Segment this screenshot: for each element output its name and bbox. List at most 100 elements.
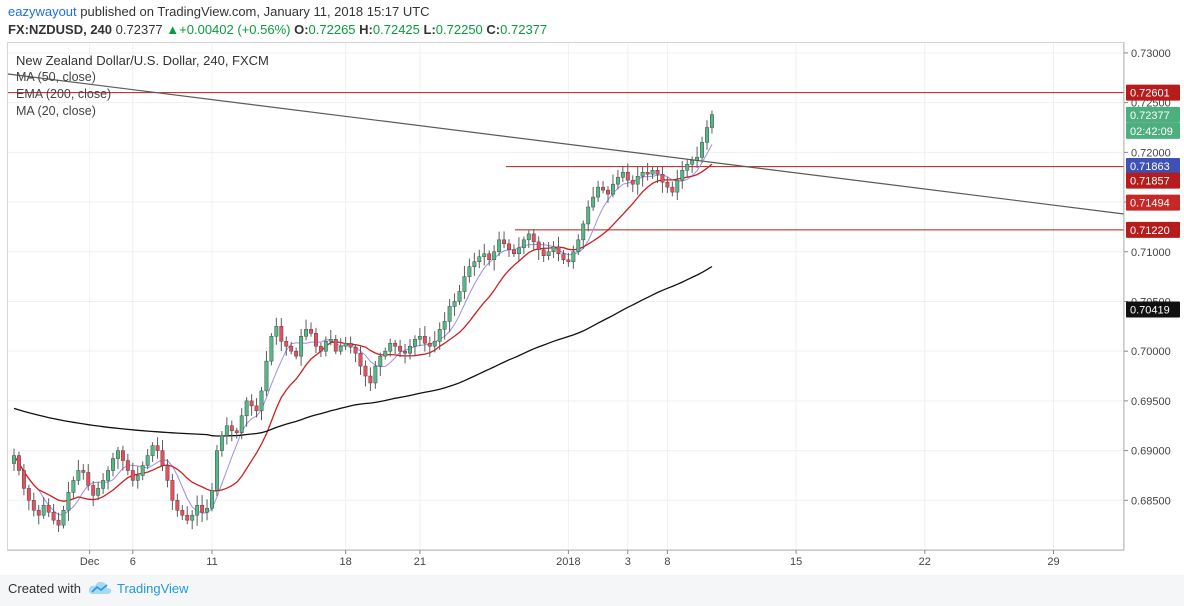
symbol-label: FX:NZDUSD, 240 — [8, 22, 113, 37]
candle-body — [130, 470, 135, 481]
candle-body — [477, 256, 482, 262]
price-change: +0.00402 (+0.56%) — [179, 22, 291, 37]
candle-body — [343, 342, 348, 347]
candle-body — [457, 291, 462, 302]
candle-body — [526, 233, 531, 241]
candle-body — [111, 458, 115, 471]
time-axis[interactable]: Dec 6 11 18 21 2018 3 8 15 22 29 — [8, 549, 1124, 568]
candle-body — [536, 241, 541, 251]
ma20-line — [13, 144, 713, 516]
candle-body — [254, 405, 259, 412]
x-tick-label: 11 — [206, 556, 217, 568]
candle-body — [150, 445, 155, 456]
candle-body — [358, 352, 363, 367]
candle-body — [195, 505, 200, 516]
y-tick-label: 0.69000 — [1131, 446, 1171, 458]
candle-body — [413, 338, 417, 347]
chart-header: eazywayout published on TradingView.com,… — [0, 0, 1184, 42]
candle-body — [615, 176, 620, 185]
up-arrow-icon: ▲ — [166, 22, 180, 37]
candle-body — [452, 301, 457, 307]
candle-body — [229, 425, 234, 431]
candle-body — [106, 470, 110, 481]
high-value: 0.72425 — [372, 22, 420, 37]
candles — [12, 110, 714, 533]
candle-body — [492, 251, 497, 260]
candle-body — [487, 253, 492, 260]
candle-body — [378, 355, 383, 367]
candle-body — [363, 365, 368, 377]
y-tick-label: 0.71000 — [1131, 247, 1171, 259]
created-with-text: Created with — [8, 581, 81, 596]
candle-body — [472, 261, 477, 267]
price-label-bg — [1126, 221, 1180, 238]
candle-body — [502, 239, 507, 245]
candle-body — [383, 350, 388, 357]
candle-body — [219, 435, 224, 451]
candle-body — [160, 450, 165, 466]
candle-body — [210, 490, 214, 509]
legend-item-ema200[interactable]: EMA (200, close) — [16, 87, 112, 101]
candle-body — [680, 169, 685, 181]
candle-body — [289, 345, 294, 352]
candle-body — [398, 345, 403, 352]
candle-body — [620, 171, 625, 178]
x-tick-label: Dec — [80, 556, 100, 568]
candle-body — [205, 507, 210, 513]
candle-body — [56, 519, 61, 526]
candle-body — [284, 340, 289, 347]
candle-body — [403, 350, 408, 354]
candle-body — [274, 326, 279, 337]
candle-body — [116, 450, 120, 459]
chart-legend: New Zealand Dollar/U.S. Dollar, 240, FXC… — [16, 52, 269, 120]
tradingview-link[interactable]: TradingView — [88, 580, 189, 596]
candle-body — [12, 455, 16, 464]
candle-body — [581, 223, 586, 241]
candle-body — [165, 465, 170, 481]
x-tick-label: 6 — [130, 556, 136, 568]
candle-body — [239, 415, 244, 433]
candle-body — [264, 360, 269, 392]
open-value: 0.72265 — [308, 22, 356, 37]
candle-body — [576, 239, 581, 253]
price-label-bg — [1126, 157, 1180, 174]
candle-body — [601, 186, 605, 191]
candle-body — [17, 455, 21, 471]
y-tick-label: 0.72000 — [1131, 147, 1171, 159]
candle-body — [571, 251, 576, 262]
price-label-bg — [1126, 301, 1180, 318]
legend-item-ma20[interactable]: MA (20, close) — [16, 104, 96, 118]
candle-body — [269, 336, 274, 362]
publish-info: eazywayout published on TradingView.com,… — [8, 4, 430, 19]
price-axis[interactable]: 0.730000.725000.720000.715000.710000.705… — [1123, 42, 1184, 551]
candle-body — [200, 505, 205, 513]
last-price: 0.72377 — [115, 22, 163, 37]
candle-body — [21, 470, 26, 489]
candle-body — [541, 249, 546, 256]
author-link[interactable]: eazywayout — [8, 4, 77, 19]
price-label: 0.71220 — [1130, 225, 1170, 237]
x-tick-label: 18 — [340, 556, 352, 568]
legend-item-ma50[interactable]: MA (50, close) — [16, 70, 96, 84]
candle-body — [170, 480, 175, 501]
x-tick-label: 2018 — [556, 556, 580, 568]
candle-body — [309, 329, 313, 334]
candle-body — [630, 179, 635, 185]
tradingview-cloud-icon — [88, 581, 112, 594]
candle-body — [26, 488, 31, 501]
candle-body — [328, 338, 333, 342]
candle-body — [234, 430, 239, 433]
candle-body — [249, 400, 254, 407]
price-label-bg — [1126, 194, 1180, 211]
candle-body — [660, 173, 665, 183]
candle-body — [36, 509, 41, 516]
y-tick-label: 0.72500 — [1131, 98, 1171, 110]
candle-body — [606, 189, 610, 195]
candle-body — [224, 425, 229, 436]
x-tick-label: 21 — [414, 556, 426, 568]
candle-body — [551, 246, 556, 253]
price-label: 02:42:09 — [1130, 126, 1173, 138]
candle-body — [323, 340, 328, 352]
candle-body — [650, 169, 655, 175]
